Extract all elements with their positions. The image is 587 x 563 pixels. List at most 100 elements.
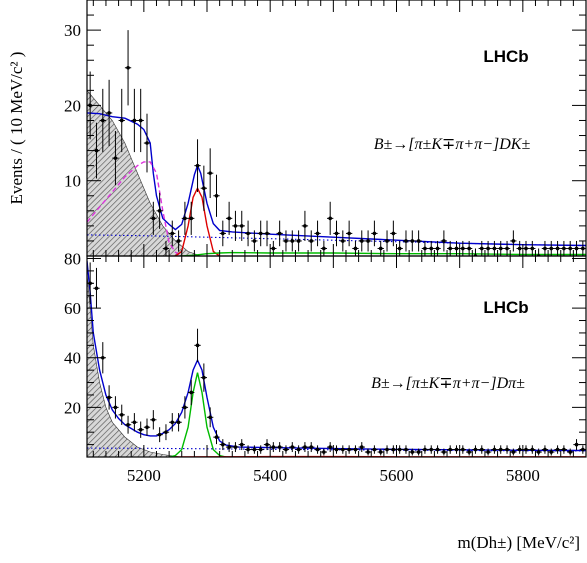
data-point (352, 445, 359, 454)
panel-top: 10 20 30 LHCb B±→[π±K∓π+π−]DK± (64, 0, 587, 257)
data-point (188, 201, 195, 235)
data-point (232, 442, 239, 453)
y-tick-label: 10 (64, 172, 81, 191)
fit-curve-bottom-0 (87, 260, 586, 452)
data-point (339, 230, 346, 252)
data-point (377, 448, 384, 456)
data-point (421, 445, 429, 454)
data-point (333, 445, 340, 454)
data-point (484, 240, 492, 256)
data-point (522, 445, 530, 454)
data-point (548, 448, 555, 456)
data-point (447, 240, 454, 256)
data-point (535, 448, 542, 456)
data-point (225, 442, 233, 453)
data-point (207, 407, 214, 428)
data-point (390, 220, 397, 247)
data-point (371, 220, 378, 247)
y-tick-label: 20 (64, 96, 81, 115)
data-point (453, 240, 460, 256)
data-point (409, 448, 416, 456)
data-point (554, 445, 561, 454)
data-point (301, 442, 309, 453)
data-point (541, 240, 549, 256)
data-point (150, 201, 157, 235)
data-point (200, 165, 208, 211)
data-point (213, 174, 220, 217)
data-point (194, 328, 201, 362)
data-point (579, 240, 586, 256)
data-point (333, 220, 340, 247)
fit-curve-top-1 (87, 161, 183, 256)
data-point (118, 404, 125, 425)
data-point (465, 240, 473, 256)
data-point (510, 230, 517, 252)
decay-label-top: B±→[π±K∓π+π−]DK± (374, 136, 531, 153)
data-point (516, 445, 523, 454)
data-point (175, 413, 182, 432)
decay-label-bottom: B±→[π±K∓π+π−]Dπ± (371, 375, 525, 392)
data-point (548, 240, 555, 256)
y-tick-label: 60 (64, 299, 81, 318)
data-point (383, 230, 391, 252)
data-point (308, 442, 315, 453)
y-tick-label: 30 (64, 21, 81, 40)
x-tick-label: 5400 (253, 466, 287, 485)
data-point (358, 442, 365, 453)
data-point (118, 88, 125, 153)
data-point (453, 445, 460, 454)
data-point (522, 240, 530, 256)
x-tick-label: 5800 (506, 466, 540, 485)
data-point (295, 230, 302, 252)
data-point (478, 240, 485, 256)
data-point (282, 445, 290, 454)
data-point (560, 240, 568, 256)
data-point (364, 230, 372, 252)
data-point (200, 363, 208, 392)
data-point (301, 210, 309, 241)
data-point (169, 220, 176, 247)
data-point (105, 79, 113, 147)
data-point (188, 379, 195, 406)
data-point (352, 240, 359, 256)
data-point (289, 442, 296, 453)
data-point (156, 192, 163, 229)
data-point (516, 240, 523, 256)
data-point (257, 445, 264, 454)
data-point (219, 220, 226, 247)
data-point (567, 240, 574, 256)
data-point (263, 220, 271, 247)
data-point (263, 439, 271, 451)
data-point (377, 240, 384, 256)
data-point (105, 385, 113, 410)
plot-frame-top (86, 0, 587, 257)
data-point (529, 445, 536, 454)
fit-curve-bottom-1 (168, 372, 227, 457)
data-point (314, 445, 321, 454)
data-point (497, 240, 504, 256)
data-point (491, 240, 498, 256)
data-point (93, 122, 100, 179)
data-point (383, 445, 391, 454)
data-point (320, 448, 328, 456)
data-point (244, 220, 252, 247)
data-point (327, 201, 334, 235)
data-point (112, 131, 119, 186)
data-point (156, 427, 163, 443)
data-point (573, 439, 580, 451)
data-point (251, 230, 258, 252)
data-point (194, 139, 201, 192)
data-point (484, 448, 492, 456)
data-point (124, 30, 132, 106)
data-point (396, 240, 403, 256)
data-point (390, 445, 397, 454)
data-point (93, 267, 100, 309)
data-point (440, 230, 448, 252)
experiment-label-bottom: LHCb (483, 298, 528, 317)
data-point (308, 230, 315, 252)
data-point (529, 240, 536, 256)
data-point (465, 448, 473, 456)
data-point (162, 240, 170, 256)
data-point (295, 445, 302, 454)
